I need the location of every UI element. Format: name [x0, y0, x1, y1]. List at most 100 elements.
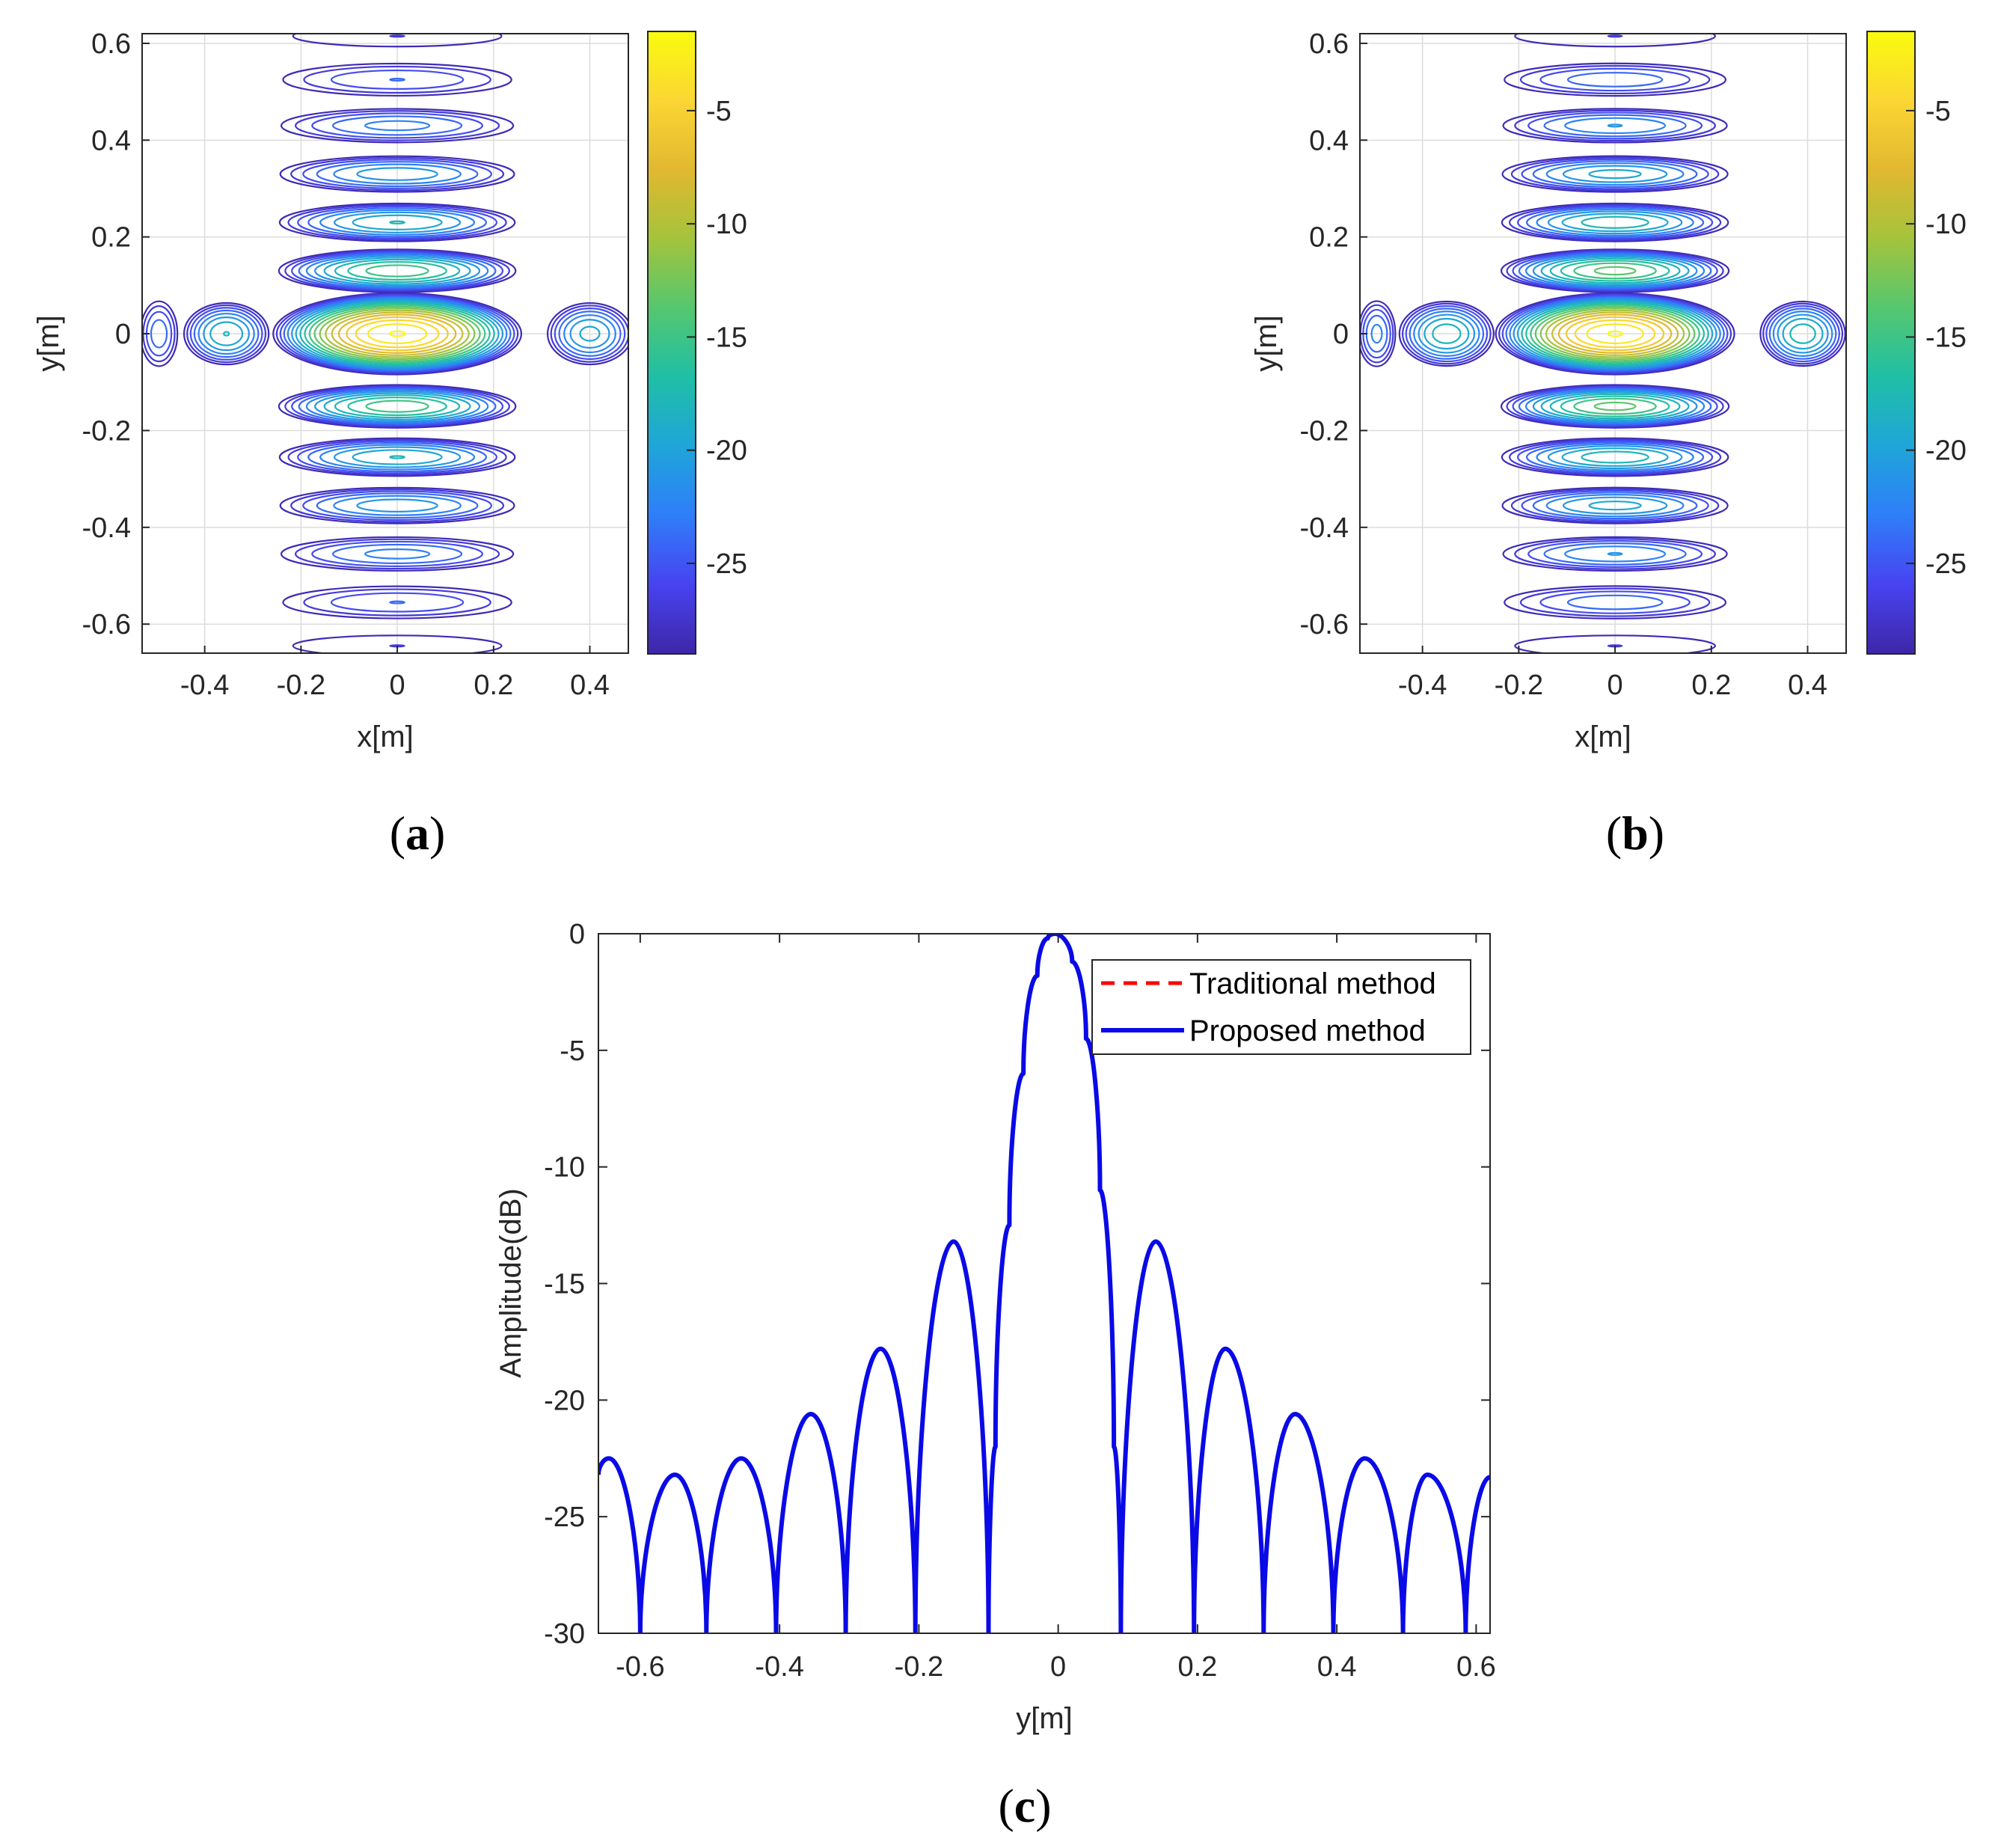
c-ytick-label-0: 0 — [569, 919, 585, 950]
panel-c-ticks: -0.6 -0.4 -0.2 0 0.2 0.4 0.6 0 -5 -10 -15 -20 -25 -30 — [544, 919, 1496, 1683]
b-contour-line — [1405, 305, 1489, 363]
b-colorbar-label-0: -5 — [1925, 96, 1951, 127]
a-contour-line — [186, 304, 267, 364]
a-contour-line — [291, 298, 504, 370]
b-lobe-10 — [1502, 536, 1728, 572]
series-line-proposed — [598, 934, 1490, 1633]
b-contour-line — [1789, 323, 1816, 344]
b-contour-line — [1588, 168, 1642, 180]
a-lobe-3 — [279, 155, 515, 193]
b-contour-line — [1500, 384, 1730, 429]
b-contour-line — [1607, 330, 1623, 337]
panel-b-colorbar: -5 -10 -15 -20 -25 — [1866, 31, 1967, 655]
a-xtick-label-0: -0.4 — [180, 670, 229, 701]
a-contour-line — [307, 207, 488, 238]
c-xtick-label-4: 0.2 — [1177, 1651, 1217, 1683]
a-contour-line — [333, 211, 462, 233]
b-contour-line — [1772, 310, 1833, 357]
a-contour-line — [291, 386, 504, 426]
b-contour-line — [1514, 634, 1716, 653]
b-lobe-2 — [1502, 108, 1728, 144]
a-contour-line — [347, 397, 447, 417]
b-contour-line — [1527, 539, 1703, 568]
panel-a-y-ticks: 0.6 0.4 0.2 0 -0.2 -0.4 -0.6 — [82, 28, 150, 640]
a-contour-line — [319, 209, 476, 236]
b-lobe-8 — [1501, 437, 1729, 477]
b-lobe-7 — [1500, 384, 1730, 429]
a-contour-line — [295, 538, 500, 570]
a-contour-line — [282, 585, 512, 619]
b-contour-line — [1510, 156, 1720, 192]
a-contour-line — [193, 309, 260, 358]
b-contour-line — [1777, 313, 1829, 354]
a-contour-line — [554, 308, 626, 361]
b-contour-line — [1516, 440, 1714, 474]
b-contour-line — [1513, 298, 1717, 370]
b-contour-line — [1514, 538, 1716, 570]
a-contour-line — [295, 299, 500, 368]
a-lobe-11 — [282, 585, 512, 619]
b-contour-line — [1566, 594, 1664, 611]
a-contour-line — [389, 455, 405, 459]
b-contour-line — [1549, 257, 1681, 284]
b-lobe-6 — [1495, 292, 1735, 376]
a-lobe-1 — [282, 62, 512, 97]
b-lobe-11 — [1504, 585, 1727, 619]
a-contour-line — [356, 167, 438, 181]
a-contour-line — [292, 634, 503, 653]
contour-panel-b: -0.4 -0.2 0 0.2 0.4 0.6 0.4 0.2 0 -0.2 -0.4 -0.6 x… — [1250, 28, 1967, 860]
a-ytick-label-2: 0.2 — [91, 222, 131, 254]
b-contour-line — [1512, 251, 1718, 291]
b-contour-line — [1505, 296, 1725, 372]
a-contour-line — [297, 440, 498, 474]
b-xtick-label-4: 0.4 — [1788, 670, 1827, 701]
c-ytick-label-4: -20 — [544, 1385, 585, 1416]
b-lobe-9 — [1501, 486, 1729, 524]
b-contour-line — [1557, 313, 1673, 354]
b-contour-line — [1560, 260, 1670, 282]
b-contour-line — [1607, 34, 1623, 38]
b-contour-line — [1504, 585, 1727, 619]
a-contour-line — [223, 331, 230, 337]
a-contour-line — [316, 161, 479, 188]
a-contour-line — [333, 163, 462, 185]
b-contour-line — [1782, 317, 1824, 350]
b-contour-line — [1398, 300, 1495, 367]
b-contour-line — [1532, 160, 1698, 189]
b-contour-line — [1525, 302, 1706, 365]
panel-a-axes-box — [141, 33, 629, 654]
panel-a-x-label: x[m] — [357, 720, 414, 753]
b-ytick-label-5: -0.4 — [1300, 513, 1349, 544]
a-lobe-6 — [272, 292, 522, 376]
a-contour-line — [333, 446, 462, 468]
a-contour-line — [334, 394, 461, 419]
b-contour-line — [1566, 72, 1664, 88]
a-contour-line — [304, 302, 491, 365]
b-contour-line — [1539, 590, 1691, 614]
a-colorbar-label-3: -20 — [706, 435, 747, 467]
b-contour-line — [1509, 296, 1721, 371]
contour-panel-a: -0.4 -0.2 0 0.2 0.4 0.6 0.4 0.2 0 -0.2 -0.4 -0.6 x… — [32, 28, 747, 860]
c-xtick-label-2: -0.2 — [895, 1651, 943, 1683]
b-contour-line — [1501, 486, 1729, 524]
a-ytick-label-6: -0.6 — [82, 609, 131, 640]
b-contour-line — [1510, 488, 1720, 523]
a-contour-line — [313, 305, 481, 362]
a-contour-line — [569, 319, 610, 349]
a-contour-line — [189, 307, 263, 361]
panel-c-x-label: y[m] — [1016, 1702, 1073, 1735]
a-contour-line — [282, 62, 512, 97]
a-contour-line — [558, 310, 622, 357]
a-contour-line — [334, 258, 461, 284]
b-contour-line — [1501, 437, 1729, 477]
a-contour-line — [331, 311, 464, 356]
legend-label-proposed: Proposed method — [1189, 1015, 1426, 1047]
a-contour-line — [295, 110, 500, 141]
b-contour-line — [1524, 253, 1706, 289]
b-contour-line — [1549, 393, 1681, 420]
a-contour-line — [337, 313, 457, 354]
b-contour-line — [1521, 489, 1709, 521]
c-ytick-label-6: -30 — [544, 1618, 585, 1650]
b-contour-line — [1413, 310, 1480, 357]
panel-c-series — [598, 934, 1490, 1633]
